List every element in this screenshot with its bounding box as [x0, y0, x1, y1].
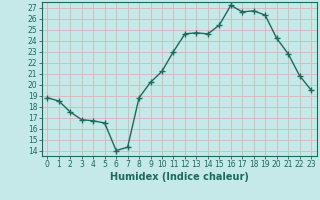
X-axis label: Humidex (Indice chaleur): Humidex (Indice chaleur) [110, 172, 249, 182]
